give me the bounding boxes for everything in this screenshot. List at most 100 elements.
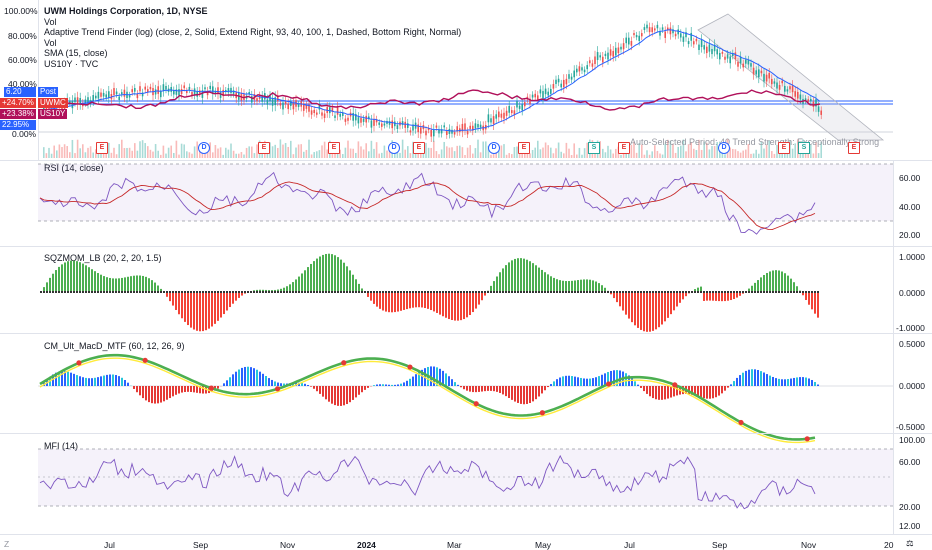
sqz-bar: [274, 289, 276, 292]
volume-bar: [69, 152, 71, 158]
earnings-event-icon[interactable]: E: [96, 142, 108, 154]
sqz-dot: [439, 291, 441, 293]
candle: [256, 98, 258, 102]
volume-bar: [183, 144, 185, 158]
macd-hist: [142, 386, 144, 399]
sqz-dot: [190, 291, 192, 293]
candle: [357, 117, 360, 124]
macd-hist: [85, 377, 87, 386]
earnings-event-icon[interactable]: E: [328, 142, 340, 154]
candle: [508, 105, 510, 113]
macd-hist: [595, 377, 597, 386]
volume-bar: [490, 154, 492, 158]
earnings-event-icon[interactable]: E: [518, 142, 530, 154]
candle: [726, 54, 729, 59]
sqz-bar: [463, 292, 465, 320]
sqz-dot: [595, 291, 597, 293]
volume-bar: [604, 152, 607, 158]
sqz-bar: [439, 292, 441, 315]
sqz-dot: [727, 291, 729, 293]
sqz-bar: [289, 284, 291, 292]
sqz-dot: [655, 291, 657, 293]
candle: [71, 100, 74, 109]
split-event-icon[interactable]: S: [588, 142, 600, 154]
volume-bar: [238, 153, 240, 158]
macd-hist: [625, 373, 627, 386]
earnings-event-icon[interactable]: E: [413, 142, 425, 154]
volume-bar: [550, 147, 552, 158]
candle: [128, 95, 131, 98]
dividend-event-icon[interactable]: D: [488, 142, 500, 154]
volume-bar: [310, 154, 313, 158]
dividend-event-icon[interactable]: D: [198, 142, 210, 154]
volume-bar: [214, 145, 217, 158]
macd-hist: [355, 386, 357, 398]
macd-hist: [67, 371, 69, 386]
volume-bar: [175, 140, 178, 158]
volume-bar: [747, 144, 750, 158]
sqz-dot: [346, 291, 348, 293]
dividend-event-icon[interactable]: D: [388, 142, 400, 154]
macd-hist: [544, 386, 546, 391]
macd-pane[interactable]: CM_Ult_MacD_MTF (60, 12, 26, 9) 0.5000 0…: [0, 334, 932, 444]
volume-bar: [313, 152, 315, 158]
sqz-bar: [511, 260, 513, 292]
sqz-dot: [448, 291, 450, 293]
volume-bar: [277, 147, 279, 158]
candle: [186, 90, 188, 94]
volume-bar: [108, 142, 110, 158]
volume-bar: [602, 148, 604, 158]
sqz-bar: [187, 292, 189, 326]
volume-bar: [154, 144, 157, 158]
earnings-event-icon[interactable]: E: [778, 142, 790, 154]
macd-hist: [115, 375, 117, 386]
squeeze-momentum-pane[interactable]: SQZMOM_LB (20, 2, 20, 1.5) 1.0000 0.0000…: [0, 247, 932, 333]
split-event-icon[interactable]: S: [798, 142, 810, 154]
candle: [594, 56, 596, 65]
candle: [141, 92, 144, 97]
sqz-dot: [184, 291, 186, 293]
sqz-dot: [73, 291, 75, 293]
macd-hist: [184, 386, 186, 393]
macd-hist: [790, 378, 792, 386]
main-plot[interactable]: [38, 0, 893, 160]
timezone-button[interactable]: Z: [4, 539, 10, 549]
candle: [157, 86, 159, 94]
volume-bar: [157, 150, 159, 158]
mfi-pane[interactable]: MFI (14) 100.00 60.00 20.00 12.00: [0, 434, 932, 534]
sqz-bar: [685, 292, 687, 297]
macd-hist: [253, 368, 255, 386]
sqz-bar: [424, 292, 426, 308]
macd-hist: [373, 385, 375, 386]
sqz-bar: [169, 292, 171, 302]
candle: [123, 89, 126, 97]
scale-settings-icon[interactable]: ⚖: [906, 538, 914, 548]
volume-bar: [344, 147, 347, 158]
dividend-event-icon[interactable]: D: [718, 142, 730, 154]
volume-bar: [373, 148, 375, 158]
volume-bar: [349, 148, 352, 158]
sqz-bar: [532, 263, 534, 292]
macd-hist: [229, 377, 231, 386]
rsi-pane[interactable]: RSI (14, close) 60.00 40.00 20.00: [0, 161, 932, 246]
sqz-bar: [502, 268, 504, 292]
time-axis[interactable]: Z ⚖: [0, 535, 932, 550]
macd-hist: [589, 378, 591, 386]
macd-hist: [97, 377, 99, 386]
sqz-bar: [406, 292, 408, 310]
mfi-chart: [38, 448, 893, 510]
volume-bar: [321, 145, 323, 158]
earnings-event-icon[interactable]: E: [258, 142, 270, 154]
volume-bar: [149, 149, 152, 158]
sqz-bar: [727, 292, 729, 301]
macd-hist: [583, 378, 585, 386]
earnings-event-icon[interactable]: E: [848, 142, 860, 154]
sqz-dot: [154, 291, 156, 293]
candle: [589, 60, 591, 64]
macd-hist: [586, 378, 588, 386]
main-pane[interactable]: 100.00% 80.00% 60.00% 40.00% 0.00% UWM H…: [0, 0, 932, 160]
volume-bar: [771, 151, 773, 158]
sqz-dot: [349, 291, 351, 293]
earnings-event-icon[interactable]: E: [618, 142, 630, 154]
sqz-dot: [361, 291, 363, 293]
